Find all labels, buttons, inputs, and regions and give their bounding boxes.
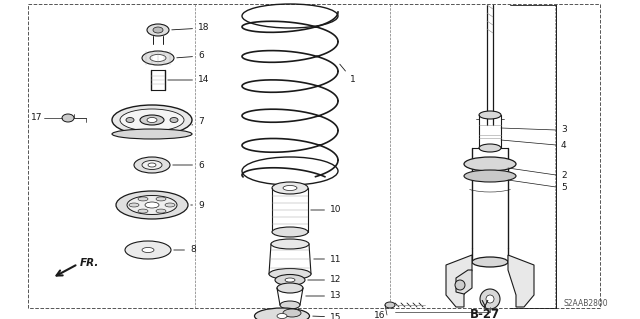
Ellipse shape [116, 191, 188, 219]
Text: 5: 5 [561, 182, 567, 191]
Ellipse shape [140, 115, 164, 125]
Circle shape [486, 295, 494, 303]
Text: S2AAB2800: S2AAB2800 [563, 299, 608, 308]
Text: 8: 8 [174, 246, 196, 255]
Ellipse shape [153, 27, 163, 33]
Ellipse shape [275, 275, 305, 286]
Text: 17: 17 [31, 114, 42, 122]
Text: 2: 2 [561, 170, 566, 180]
Text: 1: 1 [340, 64, 356, 85]
Ellipse shape [147, 117, 157, 122]
Ellipse shape [269, 269, 311, 279]
Text: FR.: FR. [80, 258, 99, 268]
Text: 10: 10 [311, 205, 342, 214]
Ellipse shape [134, 157, 170, 173]
Text: 13: 13 [306, 292, 342, 300]
Ellipse shape [479, 144, 501, 152]
Text: 11: 11 [314, 255, 342, 263]
Ellipse shape [142, 51, 174, 65]
Ellipse shape [272, 182, 308, 194]
Ellipse shape [138, 209, 148, 213]
Ellipse shape [125, 241, 171, 259]
Polygon shape [508, 255, 534, 307]
Ellipse shape [464, 170, 516, 182]
Text: 3: 3 [561, 125, 567, 135]
Text: 7: 7 [192, 117, 204, 127]
Ellipse shape [62, 114, 74, 122]
Ellipse shape [277, 283, 303, 293]
Ellipse shape [147, 24, 169, 36]
Ellipse shape [170, 117, 178, 122]
Ellipse shape [150, 55, 166, 62]
Circle shape [480, 289, 500, 309]
Ellipse shape [285, 278, 295, 282]
Ellipse shape [479, 111, 501, 119]
Ellipse shape [112, 105, 192, 135]
Text: 18: 18 [172, 24, 209, 33]
Text: 12: 12 [308, 276, 341, 285]
Ellipse shape [138, 197, 148, 201]
Ellipse shape [126, 117, 134, 122]
Circle shape [455, 280, 465, 290]
Ellipse shape [142, 160, 162, 169]
Ellipse shape [156, 197, 166, 201]
Bar [28, 4, 600, 308]
Text: 6: 6 [177, 51, 204, 61]
Ellipse shape [385, 302, 395, 308]
Ellipse shape [148, 163, 156, 167]
Ellipse shape [142, 248, 154, 253]
Ellipse shape [271, 239, 309, 249]
Ellipse shape [472, 257, 508, 267]
Ellipse shape [280, 301, 300, 309]
Ellipse shape [145, 202, 159, 208]
Ellipse shape [283, 186, 297, 190]
Ellipse shape [156, 209, 166, 213]
Text: 4: 4 [561, 140, 566, 150]
Polygon shape [446, 255, 472, 307]
Ellipse shape [127, 196, 177, 214]
Text: 9: 9 [191, 201, 204, 210]
Text: 14: 14 [168, 76, 209, 85]
Ellipse shape [277, 314, 287, 318]
Ellipse shape [255, 308, 310, 319]
Ellipse shape [464, 157, 516, 171]
Polygon shape [456, 270, 472, 294]
Text: 6: 6 [173, 160, 204, 169]
Text: 15: 15 [313, 313, 342, 319]
Text: 16: 16 [374, 310, 385, 319]
Ellipse shape [129, 203, 139, 207]
Ellipse shape [283, 309, 301, 317]
Text: B-27: B-27 [470, 308, 500, 319]
Ellipse shape [165, 203, 175, 207]
Ellipse shape [272, 227, 308, 237]
Ellipse shape [112, 129, 192, 139]
Ellipse shape [120, 109, 184, 131]
